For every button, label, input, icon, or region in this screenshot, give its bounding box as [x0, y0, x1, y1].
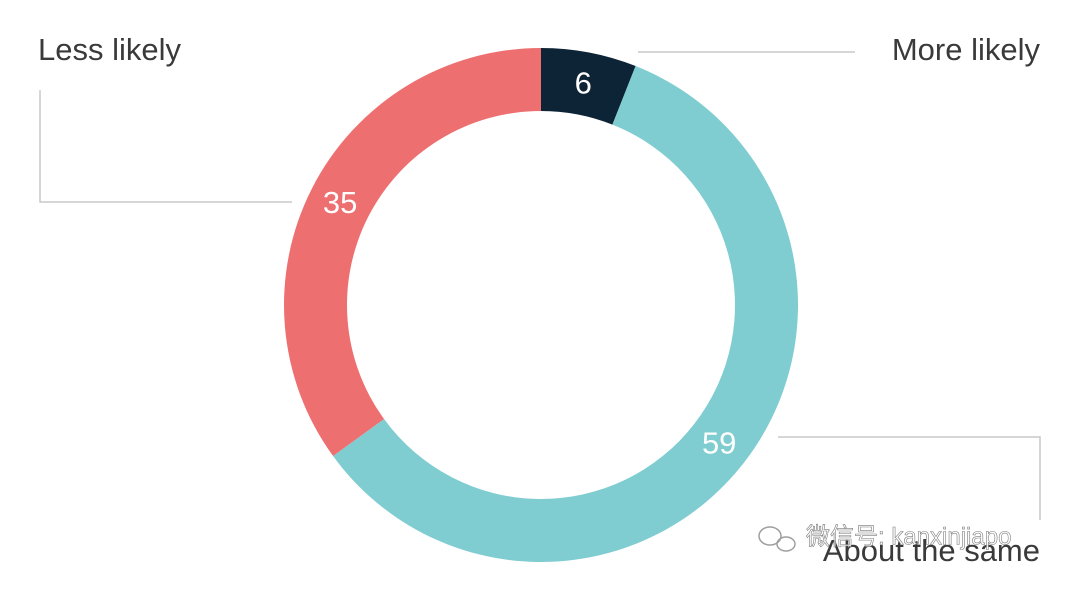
category-label: Less likely [38, 32, 181, 67]
sector [283, 48, 541, 457]
value-label: 35 [323, 185, 357, 220]
value-label: 6 [575, 66, 592, 101]
donut [283, 48, 798, 563]
leader-line [39, 90, 292, 203]
leader-line [778, 436, 1041, 520]
category-label: More likely [892, 32, 1041, 67]
value-label: 59 [702, 425, 736, 460]
watermark-icon [758, 526, 796, 552]
category-label: About the same [823, 533, 1040, 568]
watermark: 微信号: kanxinjiapo [806, 523, 1011, 550]
sector [541, 48, 636, 125]
